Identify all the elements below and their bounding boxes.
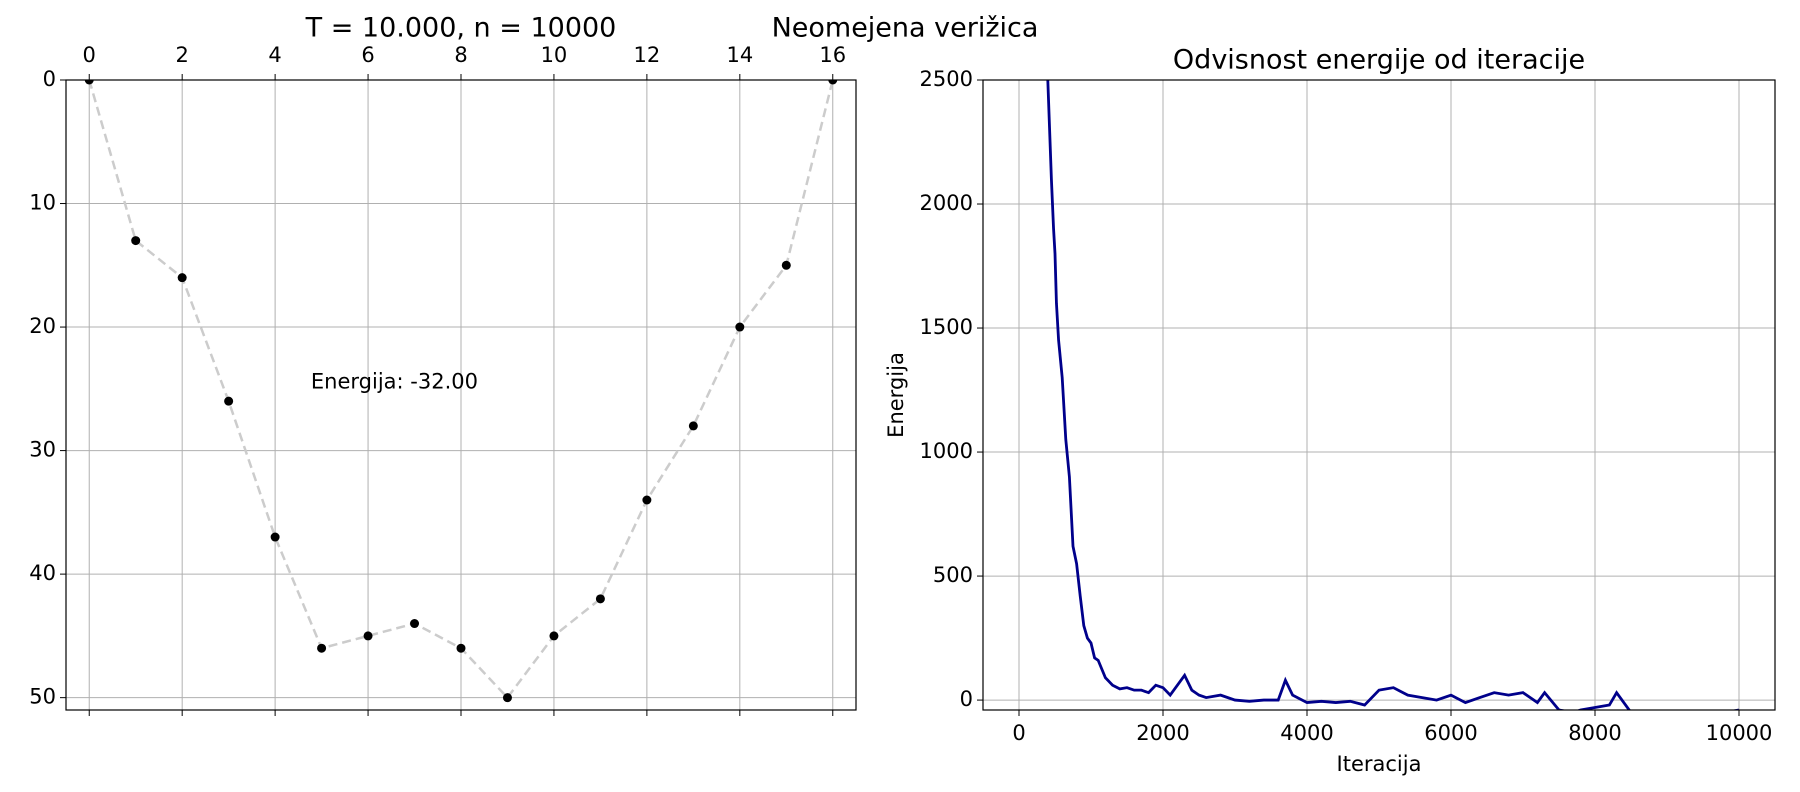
data-point [131,236,141,246]
x-tick-label: 2 [175,43,188,67]
data-point [735,322,745,332]
data-point [317,643,327,653]
y-tick-label: 20 [29,314,56,338]
y-tick-label: 30 [29,438,56,462]
data-point [410,619,420,629]
data-point [177,273,187,283]
chart-title: T = 10.000, n = 10000 [305,13,617,44]
x-tick-label: 6000 [1424,721,1477,745]
x-tick-label: 16 [819,43,846,67]
x-tick-label: 6 [361,43,374,67]
x-tick-label: 4 [268,43,281,67]
data-point [828,80,838,85]
data-point [224,396,234,406]
x-tick-label: 4000 [1280,721,1333,745]
chart-title: Odvisnost energije od iteracije [1173,45,1585,76]
y-tick-label: 2500 [920,67,973,91]
y-tick-label: 0 [43,67,56,91]
data-point [688,421,698,431]
x-tick-label: 8 [454,43,467,67]
data-point [642,495,652,505]
data-point [456,643,466,653]
y-tick-label: 500 [933,563,973,587]
x-tick-label: 12 [634,43,661,67]
y-tick-label: 1500 [920,315,973,339]
data-point [781,260,791,270]
data-line [1046,80,1739,710]
figure-title: Neomejena verižica [772,13,1039,44]
y-tick-label: 10 [29,191,56,215]
y-tick-label: 1000 [920,439,973,463]
y-tick-label: 50 [29,685,56,709]
plot-area [1046,80,1739,710]
y-tick-label: 0 [960,687,973,711]
y-tick-label: 2000 [920,191,973,215]
x-axis-label: Iteracija [1337,752,1422,776]
x-tick-label: 8000 [1568,721,1621,745]
x-tick-label: 10 [541,43,568,67]
annotation: Energija: -32.00 [311,369,478,393]
plot-area [84,80,838,703]
x-tick-label: 0 [1012,721,1025,745]
y-axis-label: Energija [884,352,908,438]
y-tick-label: 40 [29,561,56,585]
x-tick-label: 10000 [1706,721,1773,745]
data-point [363,631,373,641]
x-tick-label: 2000 [1136,721,1189,745]
x-tick-label: 14 [726,43,753,67]
data-point [595,594,605,604]
axes-frame [982,79,1776,711]
data-point [549,631,559,641]
data-point [502,693,512,703]
data-point [84,80,94,85]
axes-frame [65,79,857,711]
x-tick-label: 0 [83,43,96,67]
data-point [270,532,280,542]
